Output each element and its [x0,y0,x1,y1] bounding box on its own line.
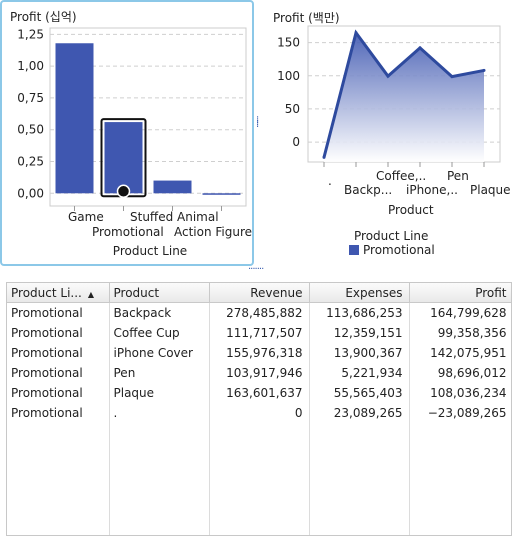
bar-chart-x-axis-label: Product Line [112,244,188,258]
x-tick-label-game: Game [68,210,104,224]
y-tick-label: 0,00 [17,186,44,200]
y-tick-label: 50 [285,102,300,116]
y-tick-label: 1,25 [17,27,44,41]
table-row[interactable]: Promotional Pen 103,917,946 5,221,934 98… [7,363,511,383]
cell-product-line: Promotional [7,343,110,363]
x-tick-label-coffee: Coffee,.. [376,169,427,183]
legend-title: Product Line [354,229,429,243]
bar-game [55,43,94,194]
y-tick-label: 150 [277,36,300,50]
cell-profit: 108,036,234 [409,383,511,403]
area-chart-x-tick-labels: . Coffee,.. Pen Backp... iPhone,.. Plaqu… [326,169,516,203]
data-point-plaque [482,68,486,72]
cell-product-line: Promotional [7,302,110,323]
cell-product: Backpack [109,302,210,323]
cell-revenue: 111,717,507 [209,323,310,343]
column-header-product-line[interactable]: Product Li... ▲ [7,283,110,303]
column-header-profit[interactable]: Profit [409,283,511,303]
y-tick-label: 0,25 [17,155,44,169]
cell-revenue: 278,485,882 [209,302,310,323]
table-empty-area [7,423,511,535]
bar-promotional [104,122,143,194]
cell-revenue: 163,601,637 [209,383,310,403]
legend-label: Promotional [363,243,435,257]
bar-action-figure [202,193,241,195]
x-tick-label-plaque: Plaque [470,183,511,197]
selection-marker [116,184,131,199]
cell-revenue: 155,976,318 [209,343,310,363]
x-tick-label-stuffed-animal: Stuffed Animal [130,210,219,224]
cell-product-line: Promotional [7,403,110,423]
x-tick-label-action-figure: Action Figure [174,225,253,239]
cell-product: Coffee Cup [109,323,210,343]
area-fill-promotional [324,32,484,162]
y-tick-label: 0 [292,135,300,149]
table-row[interactable]: Promotional Coffee Cup 111,717,507 12,35… [7,323,511,343]
column-header-expenses[interactable]: Expenses [309,283,410,303]
area-chart-title: Profit (백만) [273,11,340,25]
cell-profit: 164,799,628 [409,302,511,323]
plot-area [49,27,247,207]
cell-profit: 98,696,012 [409,363,511,383]
cell-product: Pen [109,363,210,383]
vertical-splitter-handle[interactable]: ⁞ ⁞ [256,115,259,130]
cell-profit: 99,358,356 [409,323,511,343]
y-tick-label: 0,50 [17,123,44,137]
y-tick-label: 0,75 [17,91,44,105]
bar-chart[interactable]: 1,25 1,00 0,75 0,50 0,25 0,00 [0,0,254,266]
series-line-promotional [322,29,485,158]
cell-expenses: 55,565,403 [309,383,410,403]
x-tick-label-promotional: Promotional [92,225,164,239]
legend-swatch [349,245,359,255]
cell-product-line: Promotional [7,363,110,383]
x-tick-label-backpack: Backp... [344,183,393,197]
cell-product: . [109,403,210,423]
column-header-product[interactable]: Product [109,283,210,303]
column-header-revenue[interactable]: Revenue [209,283,310,303]
data-point-backpack [354,31,358,35]
table-row[interactable]: Promotional Backpack 278,485,882 113,686… [7,302,511,323]
cell-product: Plaque [109,383,210,403]
table-row[interactable]: Promotional . 0 23,089,265 −23,089,265 [7,403,511,423]
cell-product-line: Promotional [7,383,110,403]
area-chart-x-axis-label: Product [388,203,434,217]
bar-stuffed-animal [153,180,192,194]
cell-product: iPhone Cover [109,343,210,363]
horizontal-splitter-handle[interactable]: ······· [248,264,264,275]
data-table[interactable]: Product Li... ▲ Product Revenue Expenses … [6,282,512,536]
bar-chart-x-tick-labels: Game Stuffed Animal Promotional Action F… [48,210,252,250]
table-row[interactable]: Promotional Plaque 163,601,637 55,565,40… [7,383,511,403]
x-tick-label-iphone: iPhone,.. [406,183,458,197]
data-point-iphone-cover [418,46,422,50]
sort-ascending-icon: ▲ [87,289,94,299]
cell-profit: −23,089,265 [409,403,511,423]
table-header-row: Product Li... ▲ Product Revenue Expenses … [7,283,511,303]
cell-expenses: 5,221,934 [309,363,410,383]
area-chart[interactable]: 150 100 50 0 [0,0,516,266]
cell-expenses: 113,686,253 [309,302,410,323]
cell-expenses: 13,900,367 [309,343,410,363]
cell-expenses: 23,089,265 [309,403,410,423]
cell-expenses: 12,359,151 [309,323,410,343]
cell-revenue: 0 [209,403,310,423]
cell-profit: 142,075,951 [409,343,511,363]
y-tick-label: 100 [277,69,300,83]
data-point-coffee-cup [386,74,390,78]
table-row[interactable]: Promotional iPhone Cover 155,976,318 13,… [7,343,511,363]
legend-item-promotional[interactable]: Promotional [349,243,435,257]
x-tick-label-pen: Pen [447,169,469,183]
x-tick-label-dot: . [328,174,332,188]
y-tick-label: 1,00 [17,59,44,73]
bar-chart-title: Profit (십억) [10,10,77,24]
data-point-pen [450,75,454,79]
data-point- [322,155,326,159]
cell-revenue: 103,917,946 [209,363,310,383]
cell-product-line: Promotional [7,323,110,343]
